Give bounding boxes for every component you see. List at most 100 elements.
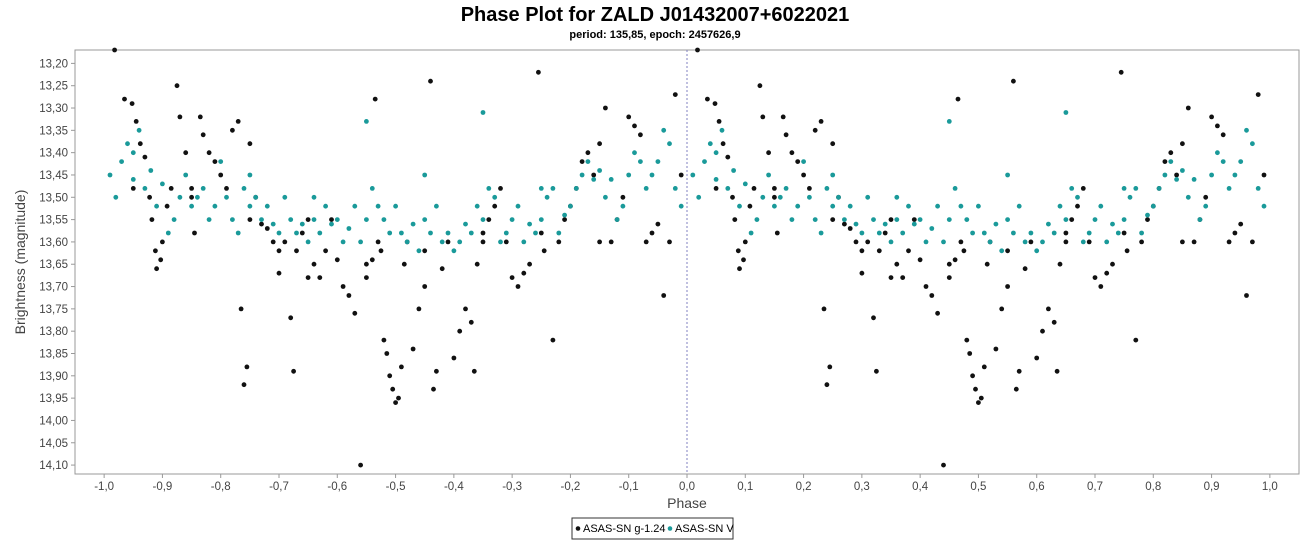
x-tick-label: -0,2 [561,481,581,493]
chart-subtitle: period: 135,85, epoch: 2457626,9 [569,29,740,41]
y-tick-label: 13,60 [39,237,68,249]
data-point-v [218,159,224,165]
data-point-g [1028,239,1034,245]
data-point-g [1086,239,1092,245]
y-tick-label: 13,50 [39,192,68,204]
data-point-g [1133,337,1139,343]
x-tick-label: -0,4 [444,481,464,493]
data-point-v [1069,186,1075,191]
x-tick-label: -0,8 [211,481,231,493]
data-point-g [401,261,407,267]
x-tick-label: 0,8 [1145,481,1161,493]
data-point-v [1110,221,1115,227]
data-point-v [125,141,130,147]
data-point-v [259,217,264,223]
data-point-v [264,203,270,209]
data-point-g [695,47,700,53]
data-point-g [142,154,148,160]
data-point-v [463,221,468,227]
data-point-g [821,306,827,312]
data-point-v [603,194,608,200]
data-point-v [200,186,206,191]
data-point-v [334,217,340,223]
data-point-v [480,110,486,115]
data-point-g [818,119,824,124]
data-point-g [812,127,818,133]
data-point-v [993,221,999,227]
data-point-g [189,186,195,191]
data-point-v [527,221,532,227]
data-point-v [842,217,847,223]
data-point-g [218,172,224,178]
data-point-v [136,127,142,133]
data-point-g [480,239,486,245]
data-point-v [1011,230,1016,236]
data-point-v [597,168,602,173]
data-point-v [906,203,911,209]
data-point-g [1185,105,1191,111]
data-point-v [288,217,294,223]
data-point-g [1040,328,1045,334]
data-point-g [1013,386,1019,392]
data-point-v [690,172,696,178]
data-point-g [137,141,143,147]
data-point-g [451,355,457,361]
data-point-v [748,230,754,236]
data-point-g [597,239,602,245]
data-point-g [1005,248,1010,254]
data-point-g [192,230,197,236]
data-point-v [1255,186,1261,191]
data-point-v [1040,239,1045,245]
x-tick-label: 0,1 [737,481,753,493]
data-point-g [984,261,990,267]
legend-label-g: ASAS-SN g-1.24 [583,523,666,535]
data-point-v [667,141,672,147]
x-axis-label: Phase [667,495,707,511]
data-point-g [774,230,780,236]
data-point-v [247,203,253,209]
data-point-v [498,239,503,245]
data-point-v [1150,203,1156,209]
data-point-g [282,239,288,245]
data-point-v [1075,194,1080,200]
legend-marker-v [667,526,673,531]
data-point-v [882,221,888,227]
y-tick-label: 14,05 [39,438,68,450]
data-point-v [830,172,836,178]
data-point-v [672,186,678,191]
data-point-g [900,275,906,280]
data-point-v [1197,217,1203,223]
data-point-g [439,266,445,272]
data-point-g [158,257,164,263]
data-point-v [737,203,742,209]
data-point-v [340,239,346,245]
data-point-v [1005,172,1010,178]
data-point-g [783,132,789,138]
data-point-g [1063,239,1069,245]
data-point-g [1063,230,1069,236]
data-point-v [468,230,474,236]
data-point-g [967,351,973,356]
data-point-v [812,217,818,223]
data-point-g [276,270,282,276]
data-point-v [492,194,498,200]
data-point-v [393,203,398,209]
data-point-g [842,221,847,227]
y-tick-label: 13,40 [39,148,68,160]
data-point-v [183,172,189,178]
data-point-g [888,217,894,223]
data-point-g [859,270,865,276]
data-point-g [1069,217,1075,223]
data-point-g [757,83,763,89]
data-point-v [1162,172,1168,178]
data-point-v [364,217,369,223]
data-point-g [865,239,871,245]
data-point-v [503,230,509,236]
data-point-g [288,315,294,321]
data-point-g [431,386,436,392]
data-point-g [1145,217,1150,223]
data-point-g [591,172,597,178]
data-point-v [107,172,113,178]
data-point-g [358,462,363,468]
